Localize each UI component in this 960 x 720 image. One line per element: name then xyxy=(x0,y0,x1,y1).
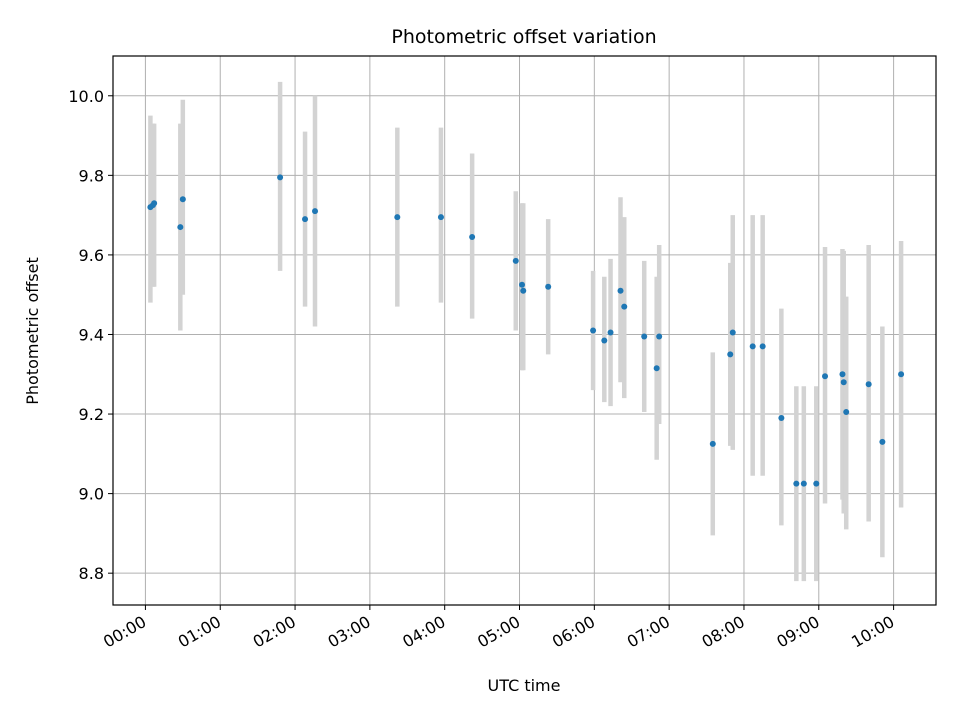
data-point xyxy=(710,441,716,447)
data-point xyxy=(778,415,784,421)
data-point xyxy=(151,200,157,206)
data-point xyxy=(601,337,607,343)
data-point xyxy=(312,208,318,214)
y-tick-label: 10.0 xyxy=(68,87,104,106)
data-point xyxy=(177,224,183,230)
data-point xyxy=(730,329,736,335)
data-point xyxy=(656,333,662,339)
data-point xyxy=(513,258,519,264)
y-tick-label: 9.4 xyxy=(79,325,104,344)
data-point xyxy=(801,481,807,487)
chart-title: Photometric offset variation xyxy=(391,26,656,48)
data-point xyxy=(760,343,766,349)
data-point xyxy=(302,216,308,222)
data-point xyxy=(608,329,614,335)
y-tick-label: 9.0 xyxy=(79,485,104,504)
data-point xyxy=(654,365,660,371)
data-point xyxy=(438,214,444,220)
data-point xyxy=(866,381,872,387)
data-point xyxy=(841,379,847,385)
data-point xyxy=(277,174,283,180)
y-axis-label: Photometric offset xyxy=(23,257,42,405)
data-point xyxy=(843,409,849,415)
data-point xyxy=(545,284,551,290)
data-point xyxy=(879,439,885,445)
data-point xyxy=(394,214,400,220)
data-point xyxy=(520,288,526,294)
data-point xyxy=(813,481,819,487)
data-point xyxy=(641,333,647,339)
data-point xyxy=(180,196,186,202)
data-point xyxy=(839,371,845,377)
data-point xyxy=(621,304,627,310)
data-point xyxy=(590,328,596,334)
y-tick-label: 9.6 xyxy=(79,246,104,265)
data-point xyxy=(519,282,525,288)
x-axis-label: UTC time xyxy=(488,676,561,695)
data-point xyxy=(750,343,756,349)
y-tick-label: 9.2 xyxy=(79,405,104,424)
data-point xyxy=(469,234,475,240)
data-point xyxy=(618,288,624,294)
data-point xyxy=(822,373,828,379)
y-tick-label: 9.8 xyxy=(79,166,104,185)
data-point xyxy=(727,351,733,357)
data-point xyxy=(898,371,904,377)
y-tick-label: 8.8 xyxy=(79,564,104,583)
data-point xyxy=(793,481,799,487)
